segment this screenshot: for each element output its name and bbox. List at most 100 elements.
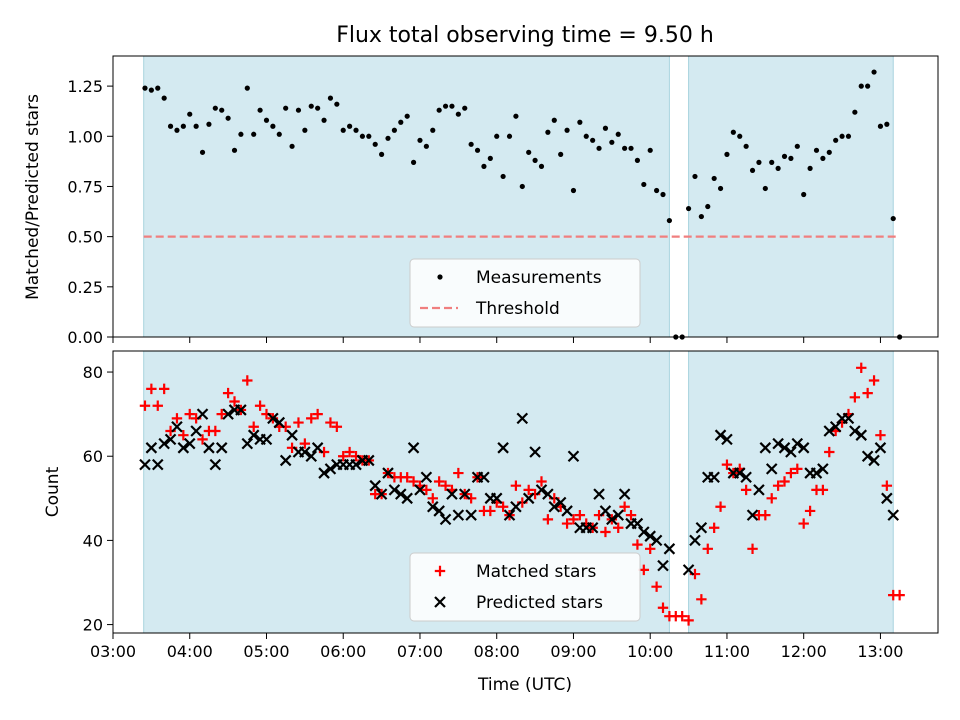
matched-star-point	[785, 467, 797, 479]
measurement-point	[717, 185, 724, 192]
measurement-point	[590, 137, 596, 143]
matched-star-point	[798, 518, 809, 529]
measurement-point	[532, 157, 538, 163]
predicted-star-point	[311, 442, 324, 454]
matched-star-point	[325, 417, 336, 428]
predicted-star-point	[215, 442, 228, 454]
y-axis-ticks: 0.00 0.25 0.50 0.75 1.00 1.25	[67, 77, 113, 347]
predicted-star-point	[753, 484, 765, 496]
predicted-star-point	[682, 564, 695, 576]
matched-star-point	[306, 413, 317, 424]
measurement-point	[884, 121, 890, 127]
predicted-star-point	[177, 442, 190, 454]
predicted-star-point	[458, 488, 471, 500]
predicted-star-point	[874, 442, 887, 454]
matched-star-point	[401, 472, 413, 483]
matched-star-point	[338, 451, 349, 462]
predicted-star-point	[567, 450, 580, 463]
measurement-point	[142, 85, 148, 91]
predicted-star-point	[618, 488, 631, 500]
matched-star-point	[197, 434, 208, 445]
predicted-star-point	[772, 437, 784, 450]
measurement-point	[455, 111, 461, 117]
measurement-point	[302, 127, 308, 133]
y-tick-label: 60	[83, 447, 103, 466]
measurement-point	[167, 123, 174, 129]
matched-star-point	[779, 476, 790, 487]
matched-star-point	[568, 514, 579, 525]
measurement-point	[769, 159, 775, 165]
measurement-point	[321, 117, 327, 123]
predicted-star-point	[279, 454, 292, 467]
legend-label: Measurements	[476, 268, 602, 288]
measurement-point	[436, 107, 442, 113]
measurement-point	[609, 139, 615, 145]
measurement-point	[756, 159, 762, 165]
x-tick-label: 08:00	[474, 642, 520, 661]
matched-star-point	[721, 459, 733, 470]
predicted-star-point	[151, 458, 164, 471]
predicted-star-point	[695, 521, 708, 534]
measurement-point	[206, 121, 212, 127]
measurement-point	[647, 147, 653, 153]
observing-windows	[143, 55, 894, 338]
matched-star-point	[433, 476, 445, 487]
predicted-star-point	[593, 488, 605, 500]
predicted-star-point	[714, 429, 727, 441]
measurement-point	[315, 105, 321, 111]
matched-star-point	[702, 543, 713, 555]
predicted-star-point	[606, 513, 618, 526]
measurement-point	[775, 165, 781, 171]
measurement-point	[231, 147, 238, 153]
matched-star-point	[453, 467, 464, 479]
y-tick-label: 0.75	[67, 177, 103, 196]
measurement-point	[251, 131, 257, 137]
predicted-star-point	[382, 467, 394, 479]
measurement-point	[244, 85, 250, 91]
matched-star-point	[715, 501, 726, 512]
measurement-point	[263, 117, 270, 123]
measurement-point	[641, 181, 647, 188]
predicted-star-point	[426, 500, 439, 513]
matched-star-point	[293, 417, 304, 428]
predicted-star-point	[203, 442, 215, 454]
measurement-point	[628, 145, 634, 151]
predicted-star-point	[554, 496, 567, 509]
measurement-point	[622, 145, 628, 151]
matched-star-point	[817, 484, 829, 496]
measurement-point	[513, 113, 519, 119]
measurement-point	[762, 185, 768, 192]
measurement-point	[199, 149, 206, 155]
predicted-star-point	[171, 420, 183, 433]
measurement-point	[839, 133, 845, 139]
legend-marker	[437, 274, 443, 280]
measurement-point	[238, 131, 244, 137]
measurement-point	[564, 127, 570, 133]
legend-marker	[434, 565, 446, 577]
predicted-star-point	[222, 408, 234, 420]
measurement-point	[372, 141, 378, 147]
measurement-point	[270, 123, 276, 129]
measurement-point	[212, 105, 218, 111]
matched-star-point	[331, 421, 343, 432]
matched-star-point	[875, 429, 886, 441]
measurement-point	[391, 127, 397, 133]
measurement-point	[174, 127, 180, 133]
measurement-point	[487, 155, 493, 161]
matched-star-point	[645, 543, 656, 555]
matched-star-point	[600, 526, 611, 538]
measurement-point	[148, 87, 154, 93]
measurement-point	[257, 107, 263, 113]
measurement-point	[219, 107, 225, 113]
observing-window-band	[688, 55, 894, 338]
y-tick-label: 1.25	[67, 77, 103, 96]
measurement-point	[289, 143, 295, 149]
measurement-point	[666, 217, 672, 224]
measurement-point	[596, 145, 602, 151]
count-legend: Matched stars Predicted stars	[409, 552, 641, 622]
measurement-point	[398, 119, 404, 125]
y-tick-label: 0.25	[67, 278, 103, 297]
measurement-point	[807, 165, 813, 171]
matched-star-point	[856, 362, 867, 374]
